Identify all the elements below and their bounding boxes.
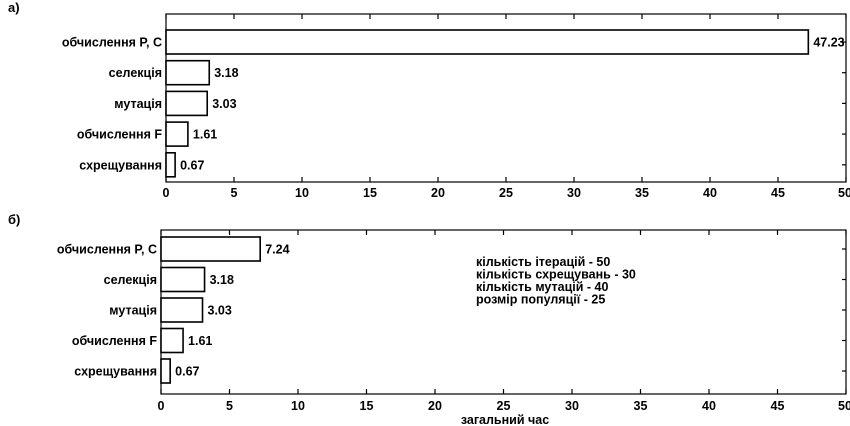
panel-b-xtick-label: 20 [428, 399, 442, 413]
panel-a-xtick-label: 50 [838, 186, 850, 200]
panel-a-xtick-label: 0 [163, 186, 170, 200]
panel-b-category-label: обчислення Р, С [57, 243, 157, 257]
panel-b-xtick-label: 45 [771, 399, 785, 413]
panel-b-bar [160, 297, 204, 323]
panel-b-bar [160, 236, 261, 262]
panel-a-xtick-label: 40 [703, 186, 717, 200]
panel-b-category-label: селекція [104, 273, 157, 287]
panel-a-category-label: мутація [114, 97, 162, 111]
panel-b-value-label: 1.61 [188, 334, 212, 348]
panel-b-annotation-line: кількість ітерацій - 50 [476, 255, 610, 269]
panel-a-bar [165, 59, 211, 86]
panel-b-bar [160, 358, 171, 384]
panel-a-value-label: 3.18 [214, 66, 238, 80]
panel-a-label: а) [8, 0, 20, 15]
panel-b-category-label: обчислення F [72, 334, 158, 348]
panel-b-bar [160, 327, 184, 354]
panel-b-annotation-line: розмір популяції - 25 [476, 293, 605, 307]
panel-b-annotation-line: кількість схрещувань - 30 [476, 268, 636, 282]
panel-a-value-label: 0.67 [180, 158, 204, 172]
panel-a-category-label: обчислення F [77, 128, 163, 142]
panel-a-bar [165, 90, 209, 117]
panel-b-annotation-line: кількість мутацій - 40 [476, 280, 608, 294]
panel-a-category-label: схрещування [79, 158, 162, 172]
panel-b-category-label: мутація [109, 304, 157, 318]
panel-b-value-label: 0.67 [175, 365, 199, 379]
panel-a-xtick-label: 45 [771, 186, 785, 200]
panel-a-value-label: 47.23 [813, 36, 844, 50]
panel-b-xtick-label: 15 [360, 399, 374, 413]
panel-a-xtick-label: 20 [431, 186, 445, 200]
panel-a-category-label: обчислення Р, С [62, 36, 162, 50]
panel-a-xtick-label: 30 [567, 186, 581, 200]
panel-a-value-label: 3.03 [212, 97, 236, 111]
panel-b-x-axis-title: загальний час [461, 413, 549, 426]
panel-b-xtick-label: 30 [565, 399, 579, 413]
panel-b-xtick-label: 25 [497, 399, 511, 413]
panel-a-xtick-label: 5 [231, 186, 238, 200]
panel-b-xtick-label: 10 [291, 399, 305, 413]
panel-a-xtick-label: 25 [499, 186, 513, 200]
panel-a-xtick-label: 10 [295, 186, 309, 200]
panel-b-bar [160, 266, 206, 293]
panel-a-bar [165, 29, 810, 55]
panel-b-label: б) [8, 212, 20, 227]
panel-b-category-label: схрещування [74, 365, 157, 379]
panel-a-category-label: селекція [109, 66, 162, 80]
panel-b-value-label: 3.18 [210, 273, 234, 287]
panel-a-bar [165, 152, 176, 178]
panel-b-xtick-label: 40 [702, 399, 716, 413]
panel-b-value-label: 7.24 [265, 243, 289, 257]
panel-b-xtick-label: 50 [838, 399, 850, 413]
panel-a-xtick-label: 35 [635, 186, 649, 200]
panel-b-value-label: 3.03 [208, 304, 232, 318]
panel-a-xtick-label: 15 [363, 186, 377, 200]
panel-b-xtick-label: 0 [158, 399, 165, 413]
panel-b-xtick-label: 35 [634, 399, 648, 413]
panel-b-xtick-label: 5 [226, 399, 233, 413]
panel-a-value-label: 1.61 [193, 128, 217, 142]
panel-a-bar [165, 121, 189, 147]
